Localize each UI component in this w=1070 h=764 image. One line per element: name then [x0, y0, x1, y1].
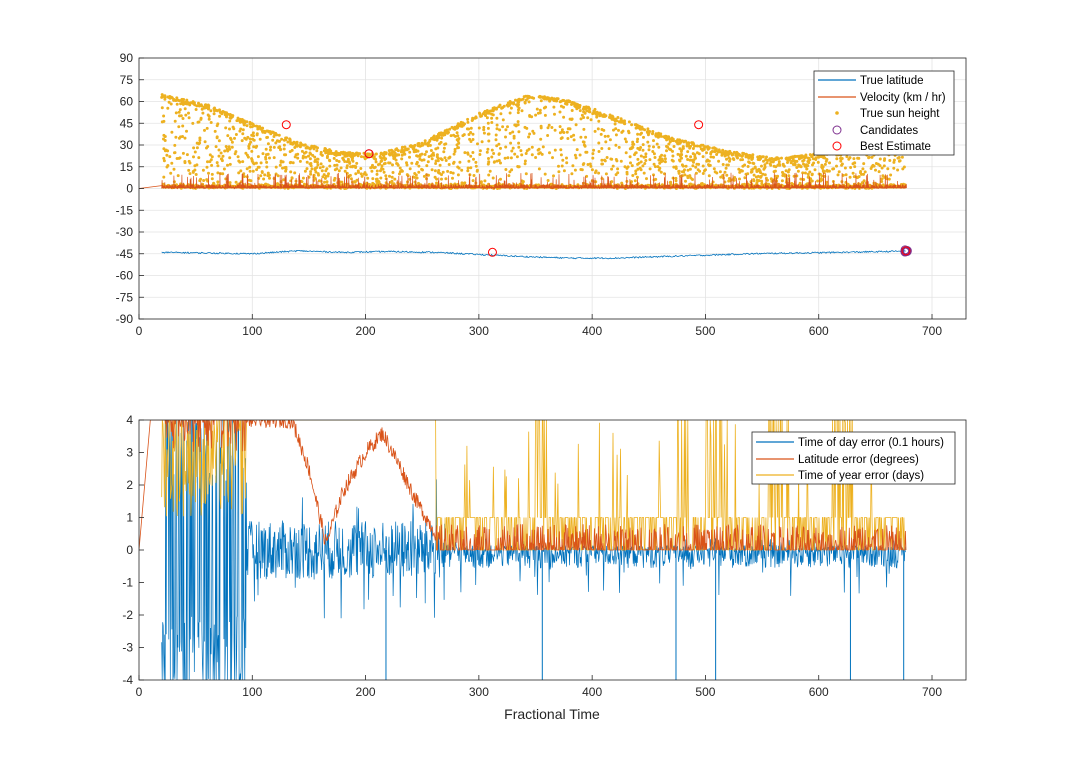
legend-sun-height-swatch: [835, 111, 839, 115]
top-x-tick-label: 300: [469, 324, 489, 338]
top-y-tick-label: -45: [116, 247, 134, 261]
series-lat-error: [139, 420, 907, 552]
bottom-y-tick-label: 1: [126, 511, 133, 525]
best-estimate-marker: [487, 247, 497, 257]
bottom-y-tick-label: -2: [122, 608, 133, 622]
legend-tod-error: Time of day error (0.1 hours): [798, 437, 944, 449]
bottom-y-tick-label: 2: [126, 478, 133, 492]
bottom-x-tick-label: 400: [582, 685, 602, 699]
bottom-y-tick-label: 3: [126, 446, 133, 460]
top-y-tick-label: -30: [116, 225, 134, 239]
best-estimate-marker: [281, 120, 291, 130]
bottom-ticks: 0 100 200 300 400 500 600 700 -4 -3 -2 -1 0 1 2 3 4: [122, 413, 942, 699]
bottom-y-tick-label: 0: [126, 543, 133, 557]
bottom-x-axis-label: Fractional Time: [504, 706, 600, 722]
legend-best-estimate: Best Estimate: [860, 141, 931, 153]
best-estimate-marker: [364, 149, 374, 159]
top-y-tick-label: -90: [116, 312, 134, 326]
top-y-tick-label: -15: [116, 203, 134, 217]
series-best-estimate: [281, 120, 911, 257]
top-y-tick-label: 15: [120, 160, 134, 174]
lat-error-line: [139, 420, 907, 552]
bottom-x-tick-label: 600: [809, 685, 829, 699]
bottom-axes: 0 100 200 300 400 500 600 700 -4 -3 -2 -1 0 1 2 3 4 Frac…: [122, 413, 967, 722]
top-y-tick-label: 75: [120, 73, 134, 87]
bottom-y-tick-label: -1: [122, 576, 133, 590]
sun-height-points: [160, 93, 907, 190]
top-axes: 0 100 200 300 400 500 600 700-90-75-60-45-30-15…: [116, 51, 967, 338]
legend-best-estimate-swatch: [832, 141, 842, 151]
legend-candidates-swatch: [832, 125, 842, 135]
best-estimate-marker: [694, 120, 704, 130]
top-data: [138, 93, 912, 260]
top-y-tick-label: 30: [120, 138, 134, 152]
series-velocity: [138, 172, 907, 190]
best-estimate-marker: [901, 246, 911, 256]
velocity-line: [138, 172, 907, 190]
bottom-x-tick-label: 700: [922, 685, 942, 699]
legend-velocity: Velocity (km / hr): [860, 92, 946, 104]
top-y-tick-label: 0: [126, 182, 133, 196]
top-y-tick-label: 45: [120, 116, 134, 130]
bottom-x-tick-label: 0: [136, 685, 143, 699]
top-legend: True latitude Velocity (km / hr) True su…: [813, 70, 955, 156]
series-true-latitude: [161, 249, 906, 260]
top-x-tick-label: 500: [695, 324, 715, 338]
bottom-x-tick-label: 200: [356, 685, 376, 699]
top-x-tick-label: 200: [356, 324, 376, 338]
legend-lat-error: Latitude error (degrees): [798, 454, 919, 466]
legend-true-latitude: True latitude: [860, 75, 924, 87]
top-y-tick-label: 60: [120, 95, 134, 109]
top-x-tick-label: 600: [809, 324, 829, 338]
top-y-tick-label: -75: [116, 290, 134, 304]
legend-candidates: Candidates: [860, 125, 918, 137]
bottom-y-tick-label: 4: [126, 413, 133, 427]
bottom-y-tick-label: -4: [122, 673, 133, 687]
top-x-tick-label: 100: [242, 324, 262, 338]
legend-sun-height: True sun height: [860, 108, 940, 120]
top-x-tick-label: 0: [136, 324, 143, 338]
bottom-y-tick-label: -3: [122, 641, 133, 655]
top-ticks: 0 100 200 300 400 500 600 700-90-75-60-45-30-15…: [116, 51, 943, 338]
bottom-x-tick-label: 300: [469, 685, 489, 699]
top-x-tick-label: 400: [582, 324, 602, 338]
top-x-tick-label: 700: [922, 324, 942, 338]
top-y-tick-label: -60: [116, 269, 134, 283]
top-y-tick-label: 90: [120, 51, 134, 65]
true-latitude-line: [161, 249, 906, 260]
bottom-legend: Time of day error (0.1 hours) Latitude e…: [751, 431, 956, 485]
legend-toy-error: Time of year error (days): [798, 470, 924, 482]
bottom-x-tick-label: 100: [242, 685, 262, 699]
bottom-x-tick-label: 500: [695, 685, 715, 699]
bottom-data: [139, 420, 907, 680]
